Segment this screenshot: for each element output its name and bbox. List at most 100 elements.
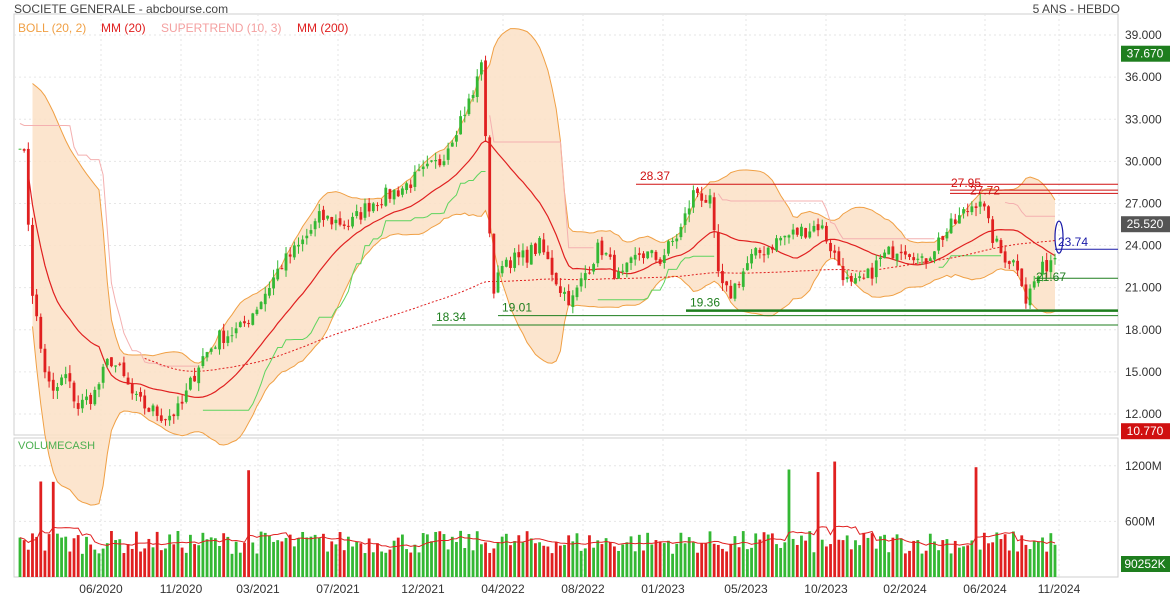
candle-body [808, 231, 812, 238]
volume-bar [941, 540, 945, 577]
supertrend-line [1004, 201, 1055, 217]
candle-body [93, 389, 97, 405]
volume-bar [862, 532, 866, 577]
volume-bar [691, 542, 695, 577]
candle-body [658, 259, 662, 264]
price-tick-label: 27.000 [1125, 196, 1162, 210]
volume-bar [434, 531, 438, 577]
candle-body [26, 148, 30, 225]
volume-bar [933, 541, 936, 577]
volume-bar [22, 540, 26, 577]
candle-body [883, 252, 886, 259]
volume-bar [953, 540, 957, 577]
volume-bar [849, 549, 853, 577]
volume-bar [633, 551, 637, 577]
volume-bar [446, 549, 450, 577]
volume-bar [488, 552, 492, 577]
candle-body [114, 365, 118, 367]
volume-bar [1045, 551, 1049, 577]
candle-body [147, 408, 151, 412]
candle-body [259, 302, 263, 310]
volume-bar [85, 536, 88, 577]
candle-body [816, 224, 820, 231]
price-tag [1121, 45, 1170, 62]
volume-bar [899, 538, 903, 577]
supertrend-line [938, 255, 1001, 268]
candle-body [795, 227, 799, 235]
candle-body [85, 396, 88, 401]
volume-bar [970, 540, 974, 577]
candle-body [554, 272, 558, 285]
candle-body [1003, 251, 1007, 263]
candle-body [401, 188, 404, 195]
candle-body [471, 94, 475, 98]
x-tick-label: 04/2022 [481, 582, 525, 596]
candle-body [1045, 260, 1049, 272]
volume-bar [64, 536, 68, 577]
volume-bar [284, 537, 288, 577]
supertrend-line [717, 193, 935, 240]
volume-bar [804, 540, 808, 577]
candle-body [388, 189, 392, 199]
candle-body [122, 362, 126, 377]
volume-bar [546, 546, 550, 577]
candle-body [600, 240, 604, 256]
volume-bar [455, 541, 458, 577]
candle-body [238, 322, 242, 328]
candle-body [280, 268, 284, 270]
volume-bar [558, 545, 562, 577]
candle-body [101, 366, 105, 383]
volume-bar [916, 540, 920, 577]
volume-bar [47, 534, 51, 577]
candle-body [56, 387, 59, 391]
volume-bar [367, 538, 371, 577]
x-tick-label: 03/2021 [236, 582, 280, 596]
volume-bar [583, 548, 587, 577]
candle-body [870, 267, 874, 279]
volume-bar [637, 534, 641, 577]
candle-body [226, 336, 230, 343]
candle-body [646, 251, 650, 259]
candle-body [558, 286, 562, 293]
candle-body [833, 250, 837, 253]
volume-bar [363, 553, 367, 577]
volume-bar [779, 547, 783, 577]
volume-bar [978, 549, 982, 577]
candle-body [538, 237, 541, 254]
legend-mm200: MM (200) [297, 21, 349, 35]
volume-bar [800, 535, 803, 577]
volume-bar [380, 551, 384, 577]
volume-bar [879, 536, 882, 577]
candle-body [234, 328, 238, 334]
price-tick-label: 12.000 [1125, 407, 1162, 421]
volume-bar [962, 546, 965, 577]
volume-bar [18, 537, 22, 577]
candle-body [68, 373, 72, 382]
candle-body [800, 226, 803, 237]
volume-bar [259, 531, 263, 577]
candle-body [654, 251, 658, 260]
candle-body [933, 251, 936, 260]
candle-body [866, 268, 870, 279]
volume-bar [230, 553, 234, 577]
volume-bar [313, 534, 317, 577]
volume-bar [326, 551, 329, 577]
volume-bar [31, 533, 34, 577]
volume-bar [982, 532, 986, 577]
volume-bar [517, 535, 521, 577]
volume-bar [267, 535, 271, 577]
candle-body [60, 377, 63, 386]
candle-body [43, 348, 47, 373]
volume-bar [392, 540, 396, 577]
volume-bar [696, 552, 699, 577]
volume-bar [479, 544, 483, 577]
volume-bar [513, 541, 517, 577]
volume-bar [43, 550, 47, 577]
volume-bar [209, 537, 213, 577]
volume-bar [733, 536, 737, 577]
candle-body [879, 257, 882, 260]
price-tick-label: 21.000 [1125, 281, 1162, 295]
candle-body [492, 233, 496, 294]
volume-bars [18, 461, 1057, 577]
candle-body [322, 209, 325, 221]
